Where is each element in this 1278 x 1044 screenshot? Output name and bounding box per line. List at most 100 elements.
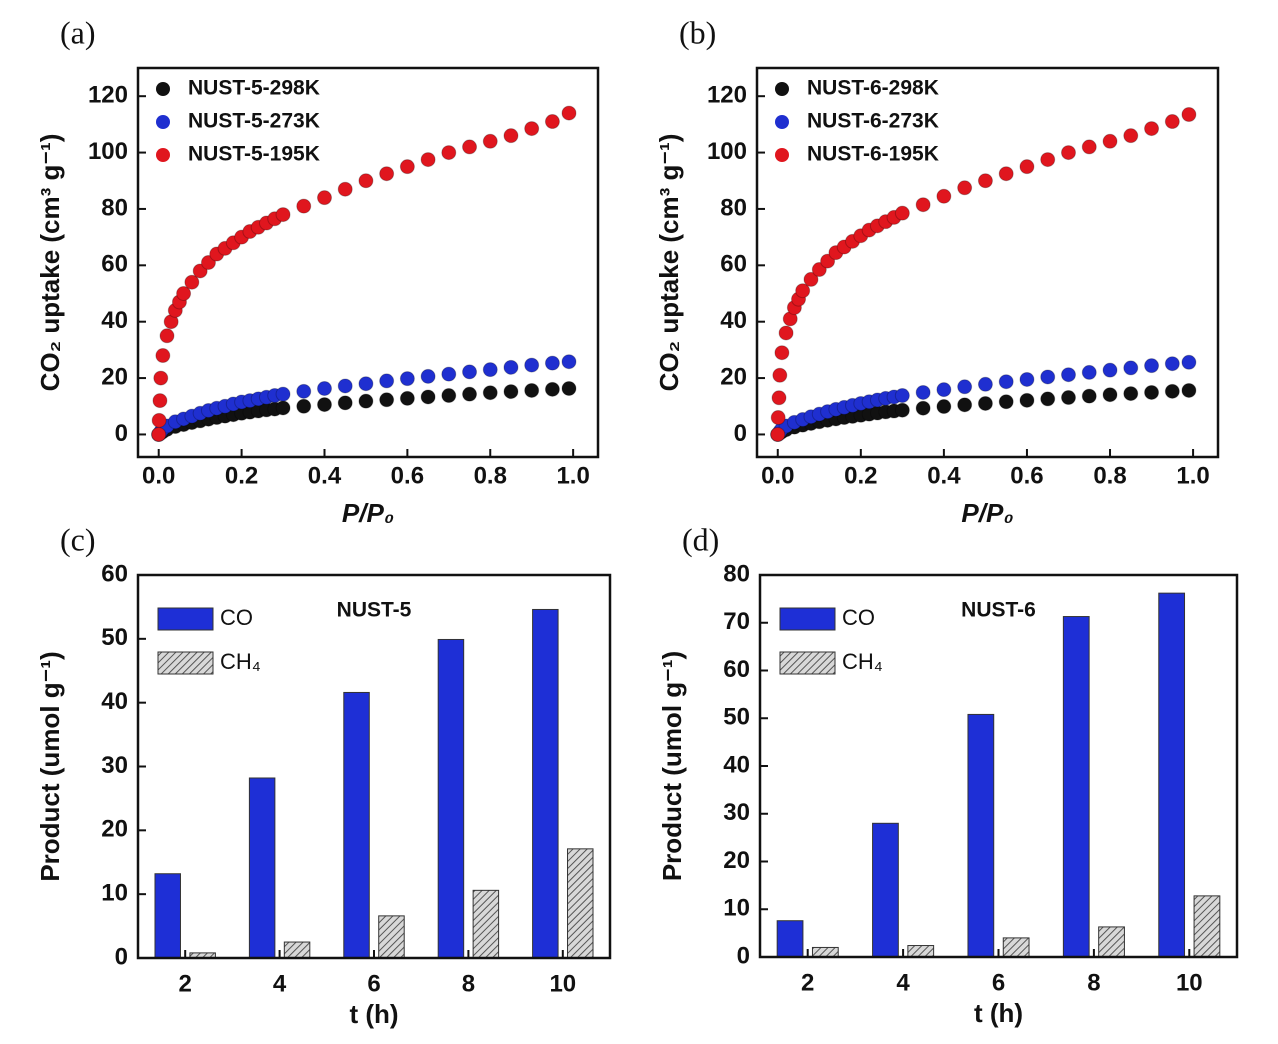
data-point — [316, 381, 332, 397]
legend-label: NUST-6-298K — [807, 77, 939, 100]
data-point — [152, 393, 168, 409]
data-point — [544, 355, 560, 371]
data-point — [155, 348, 171, 364]
data-point — [420, 152, 436, 168]
data-point — [358, 173, 374, 189]
panel-label: (a) — [60, 14, 96, 50]
legend-label: NUST-5-195K — [188, 143, 320, 166]
bar — [1062, 616, 1090, 958]
y-tick-label: 60 — [723, 656, 750, 683]
data-point — [1144, 384, 1160, 400]
y-tick-label: 20 — [101, 816, 128, 843]
x-axis-title: t (h) — [974, 998, 1023, 1028]
legend-marker — [156, 115, 170, 129]
y-tick-label: 100 — [707, 138, 747, 165]
bar — [248, 777, 276, 959]
bar — [1002, 937, 1030, 958]
data-point — [184, 274, 200, 290]
y-tick-label: 80 — [720, 194, 747, 221]
data-point — [977, 173, 993, 189]
data-point — [894, 402, 910, 418]
data-point — [337, 395, 353, 411]
data-point — [1081, 139, 1097, 155]
data-point — [358, 376, 374, 392]
x-tick-label: 6 — [367, 970, 380, 997]
y-axis-title: CO₂ uptake (cm³ g⁻¹) — [35, 134, 65, 392]
data-point — [275, 386, 291, 402]
y-axis-title: CO₂ uptake (cm³ g⁻¹) — [654, 134, 684, 392]
y-tick-label: 0 — [734, 420, 747, 447]
y-tick-label: 100 — [88, 138, 128, 165]
data-point — [977, 395, 993, 411]
data-point — [462, 139, 478, 155]
data-point — [998, 374, 1014, 390]
x-tick-label: 0.0 — [761, 462, 794, 489]
data-point — [998, 166, 1014, 182]
bar — [567, 848, 594, 959]
x-tick-label: 10 — [549, 970, 576, 997]
plot-frame — [136, 573, 612, 960]
data-point — [482, 133, 498, 149]
data-point — [1164, 114, 1180, 130]
legend-marker — [156, 82, 170, 96]
legend-marker — [775, 82, 789, 96]
data-point — [894, 388, 910, 404]
data-point — [894, 205, 910, 221]
legend-marker — [156, 148, 170, 162]
data-point — [275, 207, 291, 223]
data-point — [151, 412, 167, 428]
y-tick-label: 30 — [723, 799, 750, 826]
y-axis-title: Product (umol g⁻¹) — [657, 651, 687, 881]
data-point — [379, 392, 395, 408]
data-point — [1102, 362, 1118, 378]
bar — [283, 941, 311, 959]
plot-frame — [755, 66, 1220, 459]
data-point — [1060, 145, 1076, 161]
legend-marker — [775, 148, 789, 162]
bar — [811, 946, 839, 958]
data-point — [159, 328, 175, 344]
legend-label: CO — [220, 605, 253, 630]
bar — [343, 691, 370, 959]
data-point — [503, 359, 519, 375]
data-point — [503, 384, 519, 400]
bar — [907, 945, 935, 958]
y-tick-label: 0 — [115, 420, 128, 447]
data-point — [1019, 371, 1035, 387]
data-point — [1040, 391, 1056, 407]
y-tick-label: 20 — [720, 363, 747, 390]
data-point — [561, 105, 577, 121]
data-point — [1164, 383, 1180, 399]
data-point — [977, 376, 993, 392]
panel-label: (c) — [60, 521, 96, 557]
legend-label: NUST-6-273K — [807, 110, 939, 133]
data-point — [1019, 159, 1035, 175]
y-tick-label: 120 — [707, 82, 747, 109]
data-point — [462, 364, 478, 380]
data-point — [1123, 128, 1139, 144]
bar — [1098, 926, 1125, 958]
legend-label: CH₄ — [220, 649, 261, 674]
data-point — [936, 188, 952, 204]
legend-label: CH₄ — [842, 649, 883, 674]
legend-swatch — [779, 607, 836, 631]
y-tick-label: 40 — [101, 688, 128, 715]
x-axis-title: t (h) — [349, 999, 398, 1029]
annotation: NUST-5 — [337, 599, 412, 622]
legend-label: NUST-5-298K — [188, 77, 320, 100]
data-point — [441, 388, 457, 404]
data-point — [524, 121, 540, 137]
data-point — [915, 400, 931, 416]
legend-swatch — [779, 651, 836, 675]
y-tick-label: 60 — [720, 251, 747, 278]
legend-swatch — [157, 651, 214, 675]
data-point — [358, 393, 374, 409]
data-point — [915, 384, 931, 400]
bar — [437, 638, 465, 959]
data-point — [1181, 354, 1197, 370]
data-point — [1102, 387, 1118, 403]
y-tick-label: 40 — [723, 751, 750, 778]
annotation: NUST-6 — [961, 599, 1036, 622]
bar — [378, 915, 405, 959]
y-tick-label: 80 — [101, 194, 128, 221]
